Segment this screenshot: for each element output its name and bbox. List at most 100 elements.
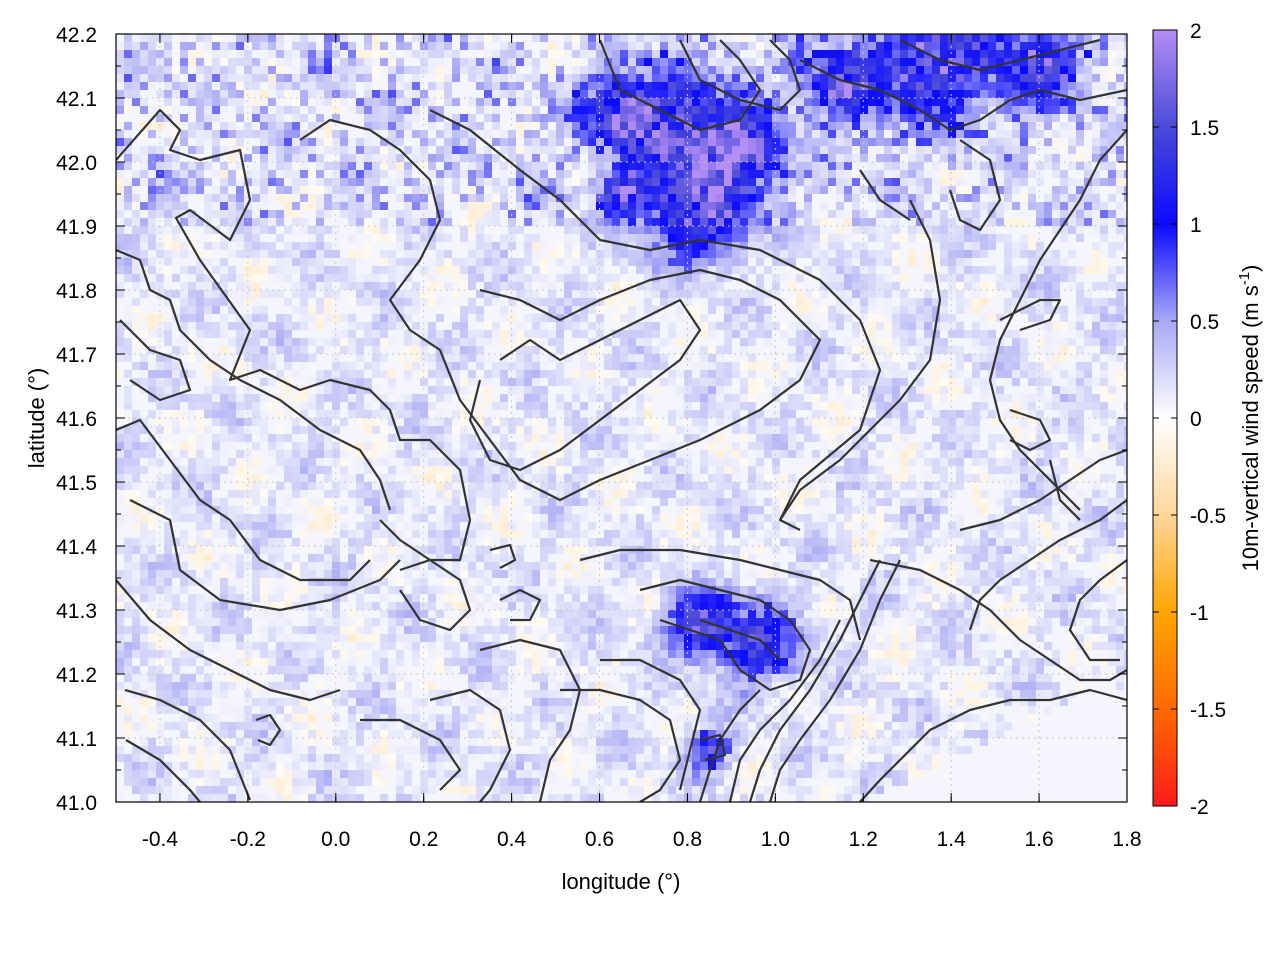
heatmap-cell [388, 66, 396, 74]
heatmap-cell [268, 250, 276, 258]
heatmap-cell [620, 714, 628, 722]
heatmap-cell [596, 346, 604, 354]
heatmap-cell [364, 682, 372, 690]
heatmap-cell [188, 186, 196, 194]
heatmap-cell [188, 98, 196, 106]
heatmap-cell [468, 738, 476, 746]
heatmap-cell [228, 650, 236, 658]
heatmap-cell [172, 186, 180, 194]
heatmap-cell [500, 570, 508, 578]
heatmap-cell [572, 626, 580, 634]
heatmap-cell [476, 514, 484, 522]
heatmap-cell [308, 226, 316, 234]
heatmap-cell [140, 218, 148, 226]
heatmap-cell [196, 306, 204, 314]
heatmap-cell [580, 498, 588, 506]
heatmap-cell [212, 394, 220, 402]
heatmap-cell [612, 330, 620, 338]
heatmap-cell [180, 586, 188, 594]
heatmap-cell [148, 194, 156, 202]
heatmap-cell [292, 466, 300, 474]
heatmap-cell [300, 306, 308, 314]
heatmap-cell [620, 634, 628, 642]
heatmap-cell [164, 50, 172, 58]
heatmap-cell [436, 114, 444, 122]
heatmap-cell [468, 682, 476, 690]
heatmap-cell [460, 706, 468, 714]
heatmap-cell [588, 378, 596, 386]
heatmap-cell [444, 330, 452, 338]
heatmap-cell [476, 146, 484, 154]
heatmap-cell [204, 626, 212, 634]
heatmap-cell [148, 458, 156, 466]
heatmap-cell [188, 170, 196, 178]
heatmap-cell [588, 402, 596, 410]
heatmap-cell [348, 690, 356, 698]
heatmap-cell [612, 282, 620, 290]
heatmap-cell [484, 522, 492, 530]
heatmap-cell [612, 458, 620, 466]
heatmap-cell [124, 58, 132, 66]
heatmap-cell [604, 442, 612, 450]
heatmap-cell [356, 154, 364, 162]
heatmap-cell [140, 690, 148, 698]
heatmap-cell [308, 394, 316, 402]
heatmap-cell [372, 346, 380, 354]
heatmap-cell [580, 466, 588, 474]
heatmap-cell [492, 466, 500, 474]
heatmap-cell [396, 210, 404, 218]
heatmap-cell [180, 346, 188, 354]
heatmap-cell [524, 258, 532, 266]
heatmap-cell [460, 42, 468, 50]
heatmap-cell [452, 178, 460, 186]
heatmap-cell [628, 130, 636, 138]
heatmap-cell [356, 378, 364, 386]
heatmap-cell [372, 298, 380, 306]
heatmap-cell [636, 258, 644, 266]
heatmap-cell [252, 458, 260, 466]
heatmap-cell [516, 114, 524, 122]
heatmap-cell [620, 234, 628, 242]
heatmap-cell [132, 754, 140, 762]
heatmap-cell [252, 370, 260, 378]
heatmap-cell [484, 482, 492, 490]
heatmap-cell [644, 370, 652, 378]
heatmap-cell [532, 226, 540, 234]
heatmap-cell [204, 98, 212, 106]
heatmap-cell [548, 634, 556, 642]
heatmap-cell [476, 290, 484, 298]
heatmap-cell [308, 290, 316, 298]
heatmap-cell [396, 762, 404, 770]
heatmap-cell [396, 786, 404, 794]
heatmap-cell [300, 82, 308, 90]
heatmap-cell [500, 762, 508, 770]
heatmap-cell [556, 466, 564, 474]
heatmap-cell [180, 394, 188, 402]
heatmap-cell [548, 42, 556, 50]
heatmap-cell [188, 162, 196, 170]
heatmap-cell [116, 306, 124, 314]
heatmap-cell [388, 58, 396, 66]
heatmap-cell [380, 642, 388, 650]
heatmap-cell [444, 250, 452, 258]
heatmap-cell [260, 202, 268, 210]
heatmap-cell [220, 170, 228, 178]
heatmap-cell [612, 626, 620, 634]
heatmap-cell [556, 450, 564, 458]
heatmap-cell [340, 130, 348, 138]
heatmap-cell [452, 530, 460, 538]
heatmap-cell [228, 402, 236, 410]
heatmap-cell [196, 722, 204, 730]
heatmap-cell [332, 106, 340, 114]
heatmap-cell [372, 530, 380, 538]
heatmap-cell [276, 218, 284, 226]
heatmap-cell [468, 562, 476, 570]
heatmap-cell [236, 602, 244, 610]
heatmap-cell [548, 290, 556, 298]
heatmap-cell [308, 90, 316, 98]
heatmap-cell [572, 106, 580, 114]
heatmap-cell [556, 698, 564, 706]
heatmap-cell [236, 90, 244, 98]
heatmap-cell [236, 746, 244, 754]
heatmap-cell [140, 530, 148, 538]
